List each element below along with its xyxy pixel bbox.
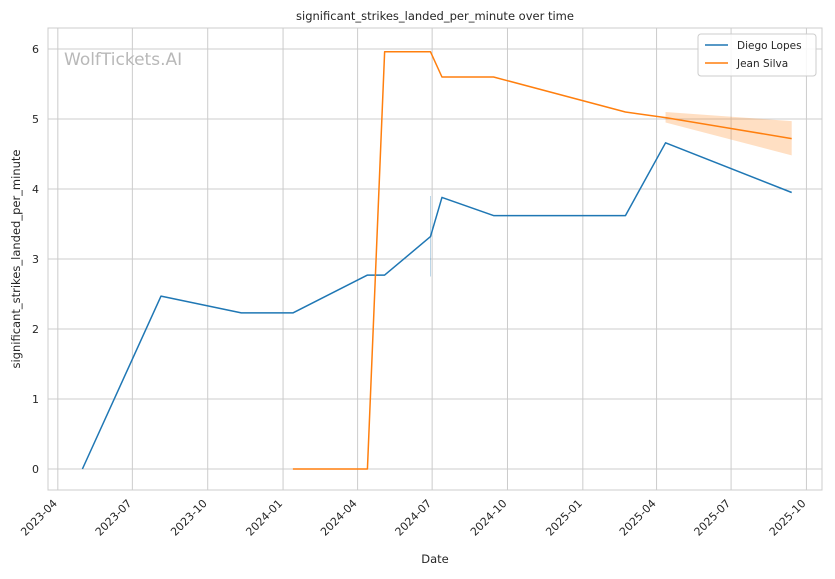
x-axis-title: Date <box>421 552 449 566</box>
x-tick-label: 2025-10 <box>767 497 809 539</box>
x-axis-ticks: 2023-04 2023-07 2023-10 2024-01 2024-04 2024-… <box>18 497 808 539</box>
y-tick-label: 1 <box>32 393 39 406</box>
series-line-jean-silva <box>292 51 792 470</box>
x-tick-label: 2024-01 <box>243 497 285 539</box>
y-axis-ticks: 0 1 2 3 4 5 6 <box>32 43 39 476</box>
chart-title: significant_strikes_landed_per_minute ov… <box>296 9 574 23</box>
legend: Diego Lopes Jean Silva <box>697 33 817 77</box>
y-axis-title: significant_strikes_landed_per_minute <box>9 150 23 369</box>
grid-lines <box>48 28 822 490</box>
x-tick-label: 2024-10 <box>468 497 510 539</box>
x-tick-label: 2024-07 <box>393 497 435 539</box>
y-tick-label: 6 <box>32 43 39 56</box>
watermark: WolfTickets.AI <box>64 50 182 70</box>
y-tick-label: 2 <box>32 323 39 336</box>
x-tick-label: 2024-04 <box>318 497 360 539</box>
y-tick-label: 5 <box>32 113 39 126</box>
x-tick-label: 2023-07 <box>93 497 135 539</box>
plot-frame <box>47 27 823 491</box>
y-tick-label: 4 <box>32 183 39 196</box>
legend-label-jean-silva: Jean Silva <box>736 58 788 70</box>
series-lines <box>81 51 792 470</box>
x-tick-label: 2025-04 <box>617 497 659 539</box>
x-tick-label: 2025-01 <box>543 497 585 539</box>
x-tick-label: 2023-04 <box>18 497 60 539</box>
y-tick-label: 3 <box>32 253 39 266</box>
y-tick-label: 0 <box>32 463 39 476</box>
x-tick-label: 2023-10 <box>168 497 210 539</box>
series-line-diego-lopes <box>81 142 792 470</box>
x-tick-label: 2025-07 <box>692 497 734 539</box>
legend-label-diego-lopes: Diego Lopes <box>737 40 802 52</box>
